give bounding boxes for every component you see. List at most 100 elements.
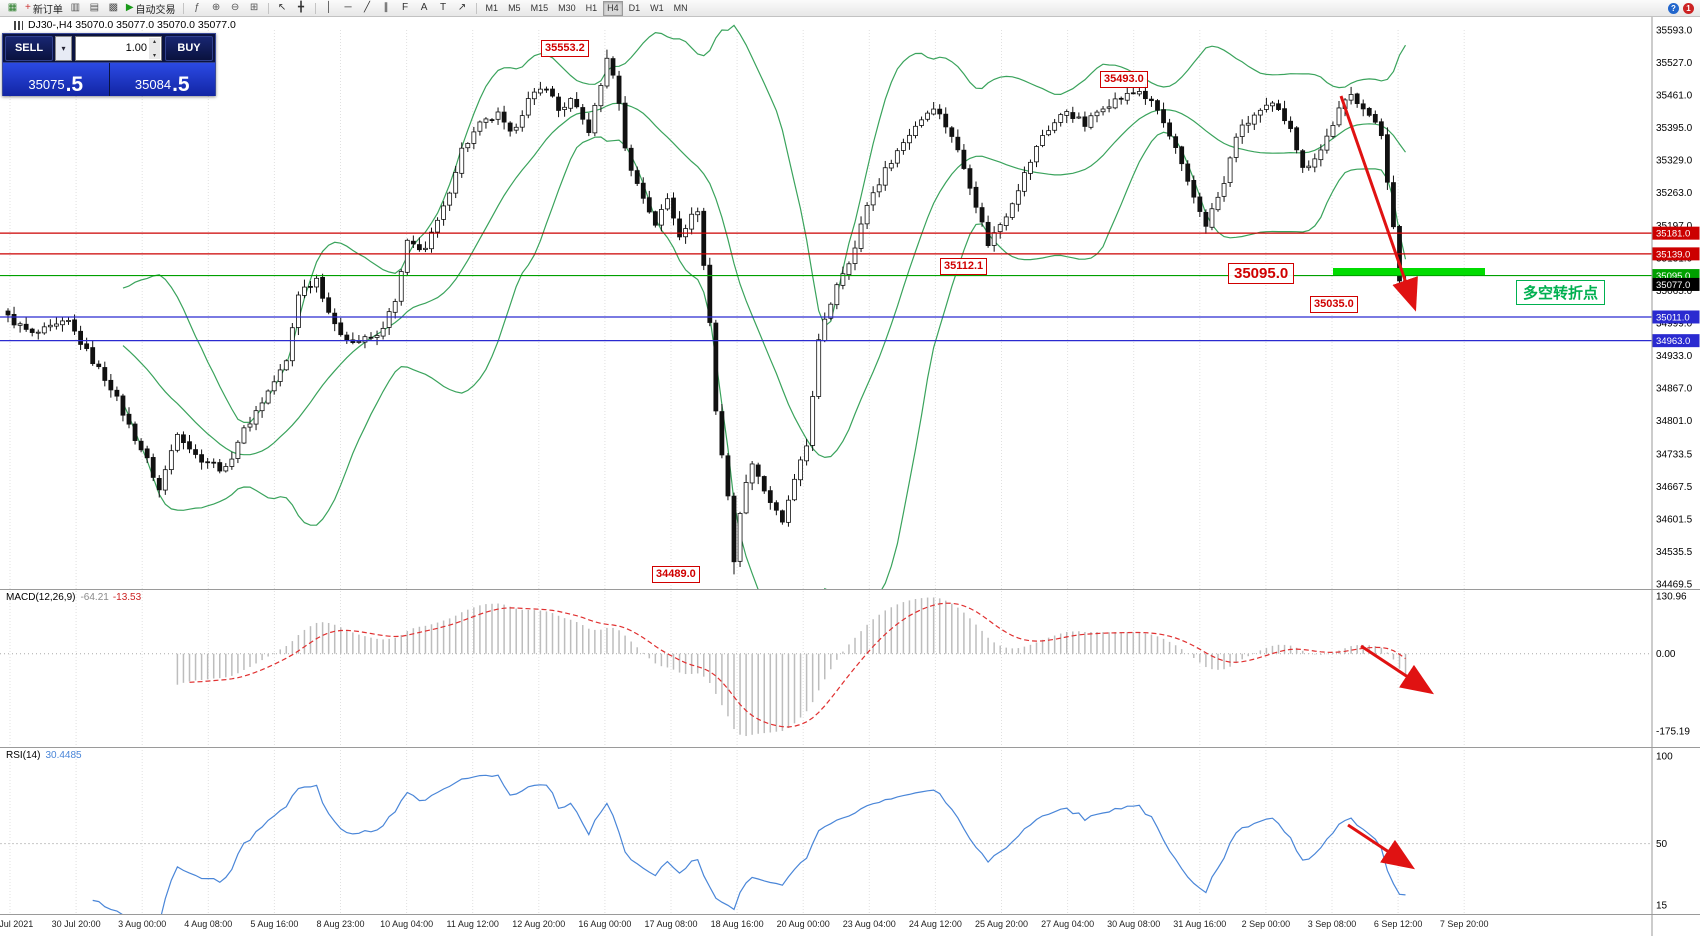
help-icon[interactable]: ? (1668, 2, 1679, 14)
vertical-line-icon[interactable]: │ (321, 1, 338, 15)
rsi-indicator-label: RSI(14) 30.4485 (6, 750, 82, 761)
arrows-icon-glyph: ↗ (457, 2, 467, 13)
chart-window-icon[interactable]: ▥ (67, 1, 84, 15)
profiles-icon-glyph: ▤ (89, 2, 100, 13)
profiles-icon[interactable]: ▤ (86, 1, 103, 15)
zoom-out-icon-glyph: ⊖ (230, 2, 240, 13)
price-scale-marker (1652, 310, 1700, 324)
candles (5, 49, 1408, 575)
timeframe-button-mn[interactable]: MN (673, 2, 688, 13)
trendline-icon[interactable]: ╱ (359, 1, 376, 15)
price-annotation-label[interactable]: 35112.1 (940, 258, 988, 275)
svg-text:35593.0: 35593.0 (1656, 26, 1693, 37)
toolbar-separator (182, 2, 184, 14)
timeframe-button-m30[interactable]: M30 (558, 2, 576, 13)
trend-arrows[interactable] (1339, 95, 1435, 870)
svg-text:31 Aug 16:00: 31 Aug 16:00 (1173, 919, 1226, 929)
svg-text:50: 50 (1656, 839, 1668, 850)
timeframe-button-m15[interactable]: M15 (530, 2, 549, 13)
crosshair-icon[interactable]: ╋ (293, 1, 310, 15)
toolbar-separator (267, 2, 269, 14)
scales: 35593.0 35527.0 35461.0 35395.0 35329.0 35263… (0, 17, 1700, 936)
buy-price[interactable]: 35084.5 (109, 63, 215, 96)
macd-panel[interactable] (0, 597, 1652, 737)
notification-icon[interactable]: 1 (1683, 2, 1694, 14)
price-annotation-label[interactable]: 35035.0 (1310, 296, 1358, 313)
svg-text:27 Aug 04:00: 27 Aug 04:00 (1041, 919, 1094, 929)
svg-text:29 Jul 2021: 29 Jul 2021 (0, 919, 33, 929)
trade-panel-controls: SELL ▾ 1.00 ▴ ▾ BUY (3, 34, 215, 62)
price-annotation-label[interactable]: 34489.0 (652, 566, 700, 583)
timeframe-button-h4[interactable]: H4 (603, 0, 623, 16)
fibonacci-icon[interactable]: F (397, 1, 414, 15)
down-trend-arrow[interactable] (1360, 644, 1435, 695)
market-watch-icon[interactable]: ▩ (105, 1, 122, 15)
sell-price[interactable]: 35075.5 (3, 63, 110, 96)
horizontal-line-icon[interactable]: ─ (340, 1, 357, 15)
price-annotation-label[interactable]: 35095.0 (1228, 263, 1295, 284)
svg-text:25 Aug 20:00: 25 Aug 20:00 (975, 919, 1028, 929)
indicators-icon[interactable]: ƒ (189, 1, 206, 15)
arrows-icon[interactable]: ↗ (454, 1, 471, 15)
svg-text:30 Jul 20:00: 30 Jul 20:00 (52, 919, 101, 929)
svg-text:35461.0: 35461.0 (1656, 91, 1693, 102)
turning-point-note[interactable]: 多空转折点 (1516, 280, 1606, 305)
rsi-value: 30.4485 (45, 750, 82, 761)
timeframe-button-d1[interactable]: D1 (628, 2, 641, 13)
volume-input[interactable]: 1.00 ▴ ▾ (75, 35, 162, 61)
svg-text:11 Aug 12:00: 11 Aug 12:00 (447, 919, 499, 929)
new-order-button[interactable]: + 新订单 (23, 1, 65, 16)
channel-icon-glyph: ∥ (383, 2, 389, 13)
price-scale-marker (1652, 277, 1700, 291)
cursor-icon-glyph: ↖ (277, 2, 287, 13)
market-watch-icon-glyph: ▩ (108, 2, 119, 13)
sell-button[interactable]: SELL (5, 35, 53, 61)
channel-icon[interactable]: ∥ (378, 1, 395, 15)
volume-stepper[interactable]: ▴ ▾ (149, 37, 160, 59)
new-chart-icon[interactable]: ▦ (4, 1, 21, 15)
auto-trading-button[interactable]: ▶ 自动交易 (124, 1, 178, 16)
crosshair-icon-glyph: ╋ (298, 2, 305, 13)
buy-button[interactable]: BUY (165, 35, 213, 61)
svg-text:6 Sep 12:00: 6 Sep 12:00 (1374, 919, 1423, 929)
price-annotation-label[interactable]: 35493.0 (1100, 71, 1148, 88)
order-type-dropdown[interactable]: ▾ (55, 35, 72, 61)
trendline-icon-glyph: ╱ (364, 2, 371, 13)
rsi-panel[interactable] (0, 774, 1652, 923)
label-icon[interactable]: T (435, 1, 452, 15)
horizontal-line-icon-glyph: ─ (344, 2, 352, 13)
svg-text:35527.0: 35527.0 (1656, 58, 1693, 69)
sell-price-frac: .5 (65, 73, 84, 96)
stepper-up-icon[interactable]: ▴ (152, 38, 156, 45)
svg-text:0.00: 0.00 (1656, 649, 1676, 660)
trade-panel-prices: 35075.5 35084.5 (3, 62, 215, 96)
zoom-in-icon[interactable]: ⊕ (208, 1, 225, 15)
chevron-down-icon: ▾ (61, 43, 66, 53)
timeframe-button-m1[interactable]: M1 (485, 2, 499, 13)
timeframe-button-m5[interactable]: M5 (508, 2, 521, 13)
main-chart-panel[interactable] (0, 24, 1652, 652)
macd-indicator-label: MACD(12,26,9) -64.21 -13.53 (6, 592, 141, 603)
stepper-down-icon[interactable]: ▾ (152, 52, 156, 59)
price-annotation-label[interactable]: 35553.2 (541, 40, 589, 57)
support-highlight-bar[interactable] (1333, 268, 1485, 275)
timeframe-button-w1[interactable]: W1 (650, 2, 664, 13)
text-icon[interactable]: A (416, 1, 433, 15)
timeframe-button-h1[interactable]: H1 (585, 2, 598, 13)
one-click-trading-panel[interactable]: SELL ▾ 1.00 ▴ ▾ BUY 35075.5 35084.5 (2, 33, 216, 96)
svg-text:16 Aug 00:00: 16 Aug 00:00 (578, 919, 631, 929)
svg-text:3 Sep 08:00: 3 Sep 08:00 (1308, 919, 1357, 929)
time-scale[interactable] (0, 915, 1652, 936)
chart-window-icon-glyph: ▥ (70, 2, 81, 13)
cursor-icon[interactable]: ↖ (274, 1, 291, 15)
down-trend-arrow[interactable] (1339, 95, 1418, 312)
auto-trading-button-label: 自动交易 (135, 4, 176, 16)
svg-text:34469.5: 34469.5 (1656, 580, 1693, 591)
zoom-out-icon[interactable]: ⊖ (227, 1, 244, 15)
new-order-button-glyph: + (25, 2, 31, 13)
down-trend-arrow[interactable] (1347, 823, 1416, 870)
tile-windows-icon[interactable]: ⊞ (246, 1, 263, 15)
svg-text:34933.0: 34933.0 (1656, 351, 1693, 362)
price-scale[interactable] (1652, 17, 1700, 914)
